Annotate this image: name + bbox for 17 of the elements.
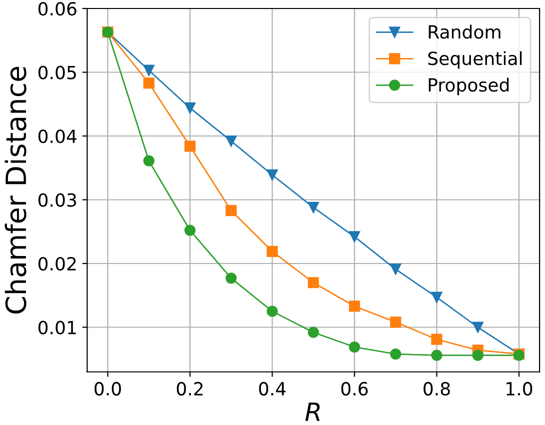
x-tick-label: 0.4 bbox=[259, 382, 286, 396]
y-tick-label: 0.04 bbox=[38, 129, 76, 144]
legend-label: Random bbox=[428, 24, 500, 39]
y-tick-label: 0.02 bbox=[38, 256, 76, 271]
x-tick-label: 0.6 bbox=[341, 382, 368, 396]
x-tick-label: 0.8 bbox=[424, 382, 450, 396]
legend-label: Sequential bbox=[428, 51, 522, 69]
x-tick-label: 0.2 bbox=[176, 382, 203, 396]
y-tick-label: 0.05 bbox=[38, 66, 76, 80]
y-tick-label: 0.01 bbox=[38, 320, 76, 334]
x-axis-title: R bbox=[305, 402, 320, 421]
x-tick-label: 0.0 bbox=[94, 382, 121, 396]
legend-label: Proposed bbox=[428, 78, 509, 96]
y-tick-label: 0.06 bbox=[38, 2, 76, 16]
y-axis-title: Chamfer Distance bbox=[4, 66, 26, 314]
y-tick-label: 0.03 bbox=[38, 193, 76, 207]
x-tick-label: 1.0 bbox=[506, 382, 532, 396]
